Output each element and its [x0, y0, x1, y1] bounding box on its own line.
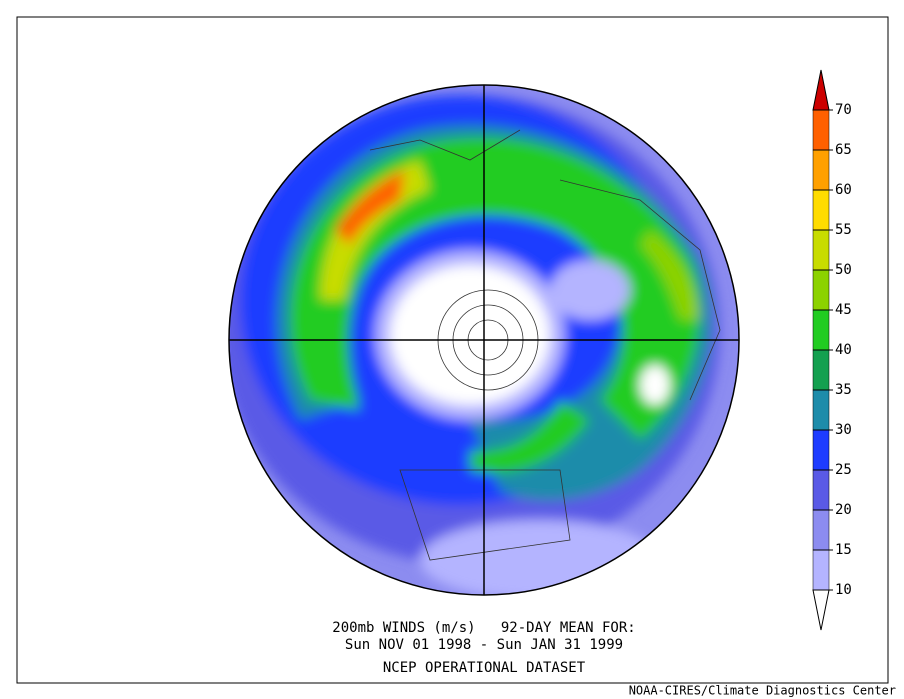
colorbar-bin	[812, 109, 830, 151]
colorbar-bin	[812, 469, 830, 511]
colorbar-label: 45	[835, 302, 852, 318]
colorbar-label: 25	[835, 462, 852, 478]
colorbar-bin	[812, 349, 830, 391]
colorbar-label: 10	[835, 582, 852, 598]
credit: NOAA-CIRES/Climate Diagnostics Center	[629, 684, 896, 698]
colorbar-bin	[812, 269, 830, 311]
colorbar-label: 65	[835, 142, 852, 158]
colorbar-bin	[812, 549, 830, 591]
colorbar-label: 50	[835, 262, 852, 278]
colorbar-label: 70	[835, 102, 852, 118]
dataset-label: NCEP OPERATIONAL DATASET	[383, 660, 586, 676]
colorbar-label: 40	[835, 342, 852, 358]
frame	[16, 16, 889, 684]
colorbar-extension	[812, 589, 830, 631]
colorbar-bin	[812, 189, 830, 231]
colorbar-label: 30	[835, 422, 852, 438]
colorbar-bin	[812, 389, 830, 431]
colorbar-label: 35	[835, 382, 852, 398]
colorbar-extension	[812, 69, 830, 111]
colorbar-bin	[812, 309, 830, 351]
colorbar-bin	[812, 229, 830, 271]
colorbar-bin	[812, 509, 830, 551]
colorbar-label: 15	[835, 542, 852, 558]
colorbar-bin	[812, 429, 830, 471]
colorbar-label: 55	[835, 222, 852, 238]
colorbar-label: 20	[835, 502, 852, 518]
title-line: Sun NOV 01 1998 - Sun JAN 31 1999	[345, 637, 623, 653]
colorbar-bin	[812, 149, 830, 191]
colorbar: 10 15 20 25 30 35 40 45 50 55 60 65 70	[812, 69, 852, 631]
wind-field	[229, 85, 739, 595]
title-line: 200mb WINDS (m/s) 92-DAY MEAN FOR:	[332, 620, 635, 636]
colorbar-label: 60	[835, 182, 852, 198]
